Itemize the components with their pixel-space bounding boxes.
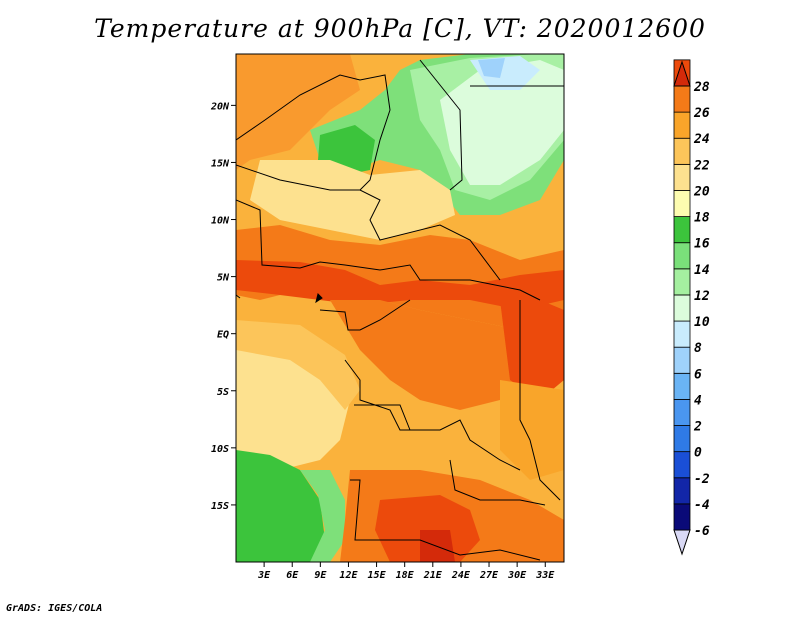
longitude-axis: 3E 6E 9E 12E 15E 18E 21E 24E 27E 30E 33E bbox=[257, 562, 555, 581]
map-frame bbox=[235, 53, 565, 563]
colorbar-label: 4 bbox=[694, 393, 702, 408]
lon-tick-label: 3E bbox=[257, 570, 271, 581]
lon-tick-label: 24E bbox=[451, 570, 471, 581]
colorbar-swatch bbox=[673, 451, 691, 479]
colorbar-label: 8 bbox=[694, 341, 702, 356]
lat-tick-label: 15N bbox=[211, 158, 230, 169]
colorbar-label: 0 bbox=[694, 446, 702, 461]
colorbar-label: 10 bbox=[694, 315, 710, 330]
colorbar-swatch bbox=[673, 320, 691, 348]
colorbar-label: 12 bbox=[694, 289, 710, 304]
colorbar-label: 6 bbox=[694, 367, 702, 382]
colorbar-swatch bbox=[673, 372, 691, 400]
temperature-field bbox=[236, 54, 564, 562]
colorbar-swatch bbox=[673, 399, 691, 426]
colorbar-label: 18 bbox=[694, 211, 710, 226]
colorbar-label: -2 bbox=[694, 472, 710, 487]
colorbar-swatch bbox=[673, 137, 691, 165]
colorbar-label: 16 bbox=[694, 237, 710, 252]
colorbar-swatch bbox=[673, 346, 691, 374]
colorbar-label: 14 bbox=[694, 263, 710, 278]
colorbar-swatch bbox=[673, 477, 691, 505]
lon-tick-label: 12E bbox=[339, 570, 358, 581]
colorbar-label: 24 bbox=[693, 132, 710, 147]
lon-tick-label: 6E bbox=[286, 570, 299, 581]
latitude-axis: 20N 15N 10N 5N EQ 5S 10S 15S bbox=[210, 101, 236, 512]
colorbar-swatch bbox=[673, 85, 691, 113]
colorbar-label: 22 bbox=[693, 158, 710, 173]
credit-label: GrADS: IGES/COLA bbox=[6, 603, 103, 614]
colorbar-swatch bbox=[673, 163, 691, 191]
colorbar-max-triangle bbox=[673, 60, 691, 87]
lon-tick-label: 18E bbox=[396, 570, 415, 581]
colorbar-swatch bbox=[673, 216, 691, 244]
colorbar-swatch bbox=[673, 242, 691, 270]
lat-tick-label: 10S bbox=[211, 444, 229, 455]
colorbar-swatch bbox=[673, 190, 691, 217]
lat-tick-label: 5N bbox=[217, 273, 230, 284]
lat-tick-label: EQ bbox=[217, 330, 229, 341]
lat-tick-label: 20N bbox=[210, 101, 230, 112]
colorbar-label: 2 bbox=[693, 420, 702, 435]
colorbar-label: 26 bbox=[693, 106, 710, 121]
colorbar-label: -6 bbox=[694, 524, 710, 539]
colorbar-swatch bbox=[673, 111, 691, 139]
colorbar-swatch bbox=[673, 425, 691, 453]
lon-tick-label: 9E bbox=[314, 570, 327, 581]
colorbar-swatch bbox=[673, 503, 691, 531]
colorbar-swatch bbox=[673, 268, 691, 296]
lon-tick-label: 27E bbox=[479, 570, 499, 581]
lon-tick-label: 15E bbox=[368, 570, 387, 581]
map-title: Temperature at 900hPa [C], VT: 202001260… bbox=[94, 14, 706, 43]
colorbar-swatch bbox=[673, 294, 691, 322]
colorbar-min-triangle bbox=[673, 529, 691, 556]
country-borders bbox=[236, 59, 564, 561]
colorbar-label: 20 bbox=[693, 184, 710, 199]
lon-tick-label: 21E bbox=[423, 570, 443, 581]
lon-tick-label: 33E bbox=[535, 570, 555, 581]
lon-tick-label: 30E bbox=[507, 570, 527, 581]
lat-tick-label: 15S bbox=[211, 501, 229, 512]
lat-tick-label: 10N bbox=[211, 216, 230, 227]
colorbar-label: -4 bbox=[694, 498, 710, 513]
colorbar-label: 28 bbox=[693, 80, 710, 95]
lat-tick-label: 5S bbox=[217, 387, 229, 398]
